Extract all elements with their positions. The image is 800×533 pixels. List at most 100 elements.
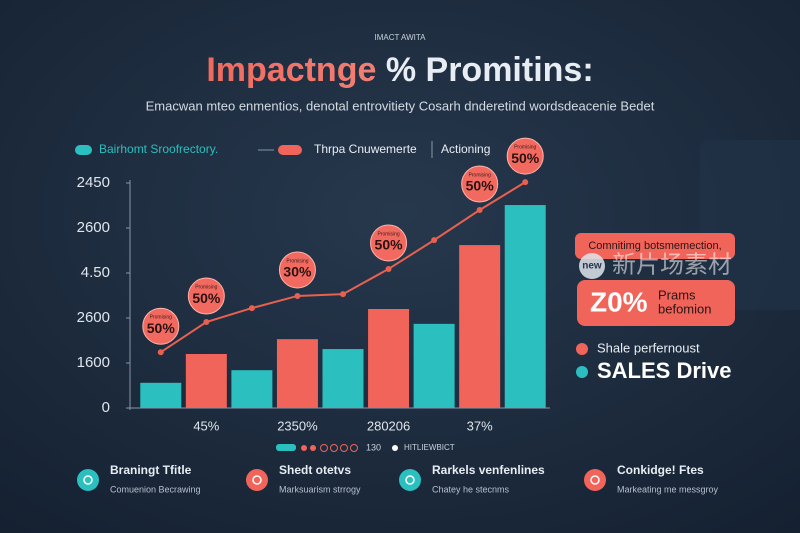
pager-numbers: 130	[366, 442, 381, 452]
y-tick-label: 2600	[77, 219, 110, 236]
footer-icon	[77, 469, 99, 491]
y-tick-label: 2450	[77, 174, 110, 191]
pager-dot	[330, 444, 338, 452]
big-figure: Z0%	[590, 286, 648, 317]
footer-icon-glyph	[405, 475, 415, 485]
bubble	[278, 251, 316, 289]
side-heading: Comnitimg botsmemection,	[588, 240, 721, 252]
legend-label: Actioning	[441, 142, 490, 156]
footer-icon	[246, 469, 268, 491]
bubble-caption: Promising	[469, 172, 491, 178]
pager-dot	[340, 444, 348, 452]
x-tick-label: 280206	[367, 418, 410, 433]
bubble-label: 50%	[192, 290, 221, 306]
line-point	[294, 292, 301, 299]
side-panel: Comnitimg botsmemection, new 新片场素材 Z0% P…	[575, 233, 735, 326]
bubble	[187, 277, 225, 315]
footer-title: Conkidge! Ftes	[617, 463, 704, 477]
line-point	[248, 305, 255, 312]
big-note: befomion	[658, 301, 711, 316]
bar	[322, 349, 364, 408]
line-point	[157, 349, 164, 356]
footer-subtitle: Marksuarism strrogy	[279, 484, 361, 494]
line-point	[431, 237, 438, 244]
bar	[459, 245, 501, 408]
bubble-caption: Promising	[514, 144, 536, 150]
bubble-label: 50%	[375, 237, 404, 253]
pager-dot	[276, 444, 296, 451]
bubble	[142, 307, 180, 345]
bubble	[506, 137, 544, 175]
y-tick-label: 4.50	[81, 264, 110, 281]
line-point	[203, 319, 210, 326]
bubble-caption: Promising	[377, 231, 399, 237]
bubble-label: 50%	[466, 178, 495, 194]
line-point	[340, 291, 346, 298]
pager-dot	[392, 445, 398, 451]
footer-title: Rarkels venfenlines	[432, 463, 545, 477]
title-rest: % Promitins:	[376, 51, 593, 89]
line-point	[476, 207, 483, 213]
legend-swatch	[75, 145, 92, 155]
legend-label: Thrpa Cnuwemerte	[314, 142, 417, 156]
footer-title: Shedt otetvs	[279, 463, 351, 477]
side-legend-text: SALES Drive	[597, 358, 732, 383]
bubble-label: 30%	[283, 264, 312, 280]
heading-box	[575, 233, 735, 259]
watermark: 新片场素材	[612, 251, 732, 278]
bar	[368, 309, 410, 408]
footer-icon	[584, 469, 606, 491]
kicker: IMACT AWITA	[375, 33, 427, 42]
x-tick-label: 2350%	[277, 418, 318, 433]
footer-icon-glyph	[252, 475, 262, 485]
bubble-caption: Promising	[286, 258, 308, 264]
title: Impactnge % Promitins:	[206, 51, 593, 89]
pager-dot	[350, 444, 358, 452]
subtitle: Emacwan mteo enmentios, denotal entrovit…	[146, 98, 655, 113]
bubble	[370, 224, 408, 262]
bubble-caption: Promising	[195, 284, 217, 290]
highlight-box	[577, 280, 735, 326]
bar	[276, 339, 318, 408]
title-accent: Impactnge	[206, 51, 376, 89]
pager-label: HITLIEWBICT	[404, 443, 455, 452]
legend-label: Bairhomt Sroofrectory.	[99, 142, 218, 156]
bubble-label: 50%	[147, 320, 176, 336]
bubble-caption: Promising	[150, 315, 172, 321]
bar	[185, 354, 227, 408]
bubble-label: 50%	[511, 150, 540, 166]
side-legend-dot	[576, 366, 588, 378]
footer-icon	[399, 469, 421, 491]
big-note: Prams	[658, 287, 696, 302]
line-point	[522, 179, 529, 186]
legend-swatch	[278, 145, 302, 155]
footer-subtitle: Chatey he stecnms	[432, 484, 510, 494]
x-tick-label: 45%	[193, 418, 219, 433]
footer-icon-glyph	[83, 475, 93, 485]
bg-shape	[700, 140, 800, 310]
badge	[579, 253, 605, 279]
badge-text: new	[582, 261, 602, 272]
bar	[140, 382, 182, 408]
footer-subtitle: Markeating me messgroy	[617, 484, 719, 494]
footer-icon-glyph	[590, 475, 600, 485]
bar	[413, 323, 455, 408]
pager-dot	[310, 445, 316, 451]
bubble	[461, 165, 499, 203]
y-tick-label: 2600	[77, 309, 110, 326]
footer-subtitle: Comuenion Becrawing	[110, 484, 201, 494]
pager-dot	[320, 444, 328, 452]
pager-dot	[301, 445, 307, 451]
side-legend-dot	[576, 343, 588, 355]
bar	[504, 205, 546, 408]
bar	[231, 370, 273, 408]
pager: 130 HITLIEWBICT	[276, 442, 455, 452]
y-tick-label: 0	[102, 399, 110, 416]
y-tick-label: 1600	[77, 354, 110, 371]
footer-title: Braningt Tfitle	[110, 463, 192, 477]
line-point	[385, 265, 392, 272]
side-legend-text: Shale perfernoust	[597, 340, 700, 355]
